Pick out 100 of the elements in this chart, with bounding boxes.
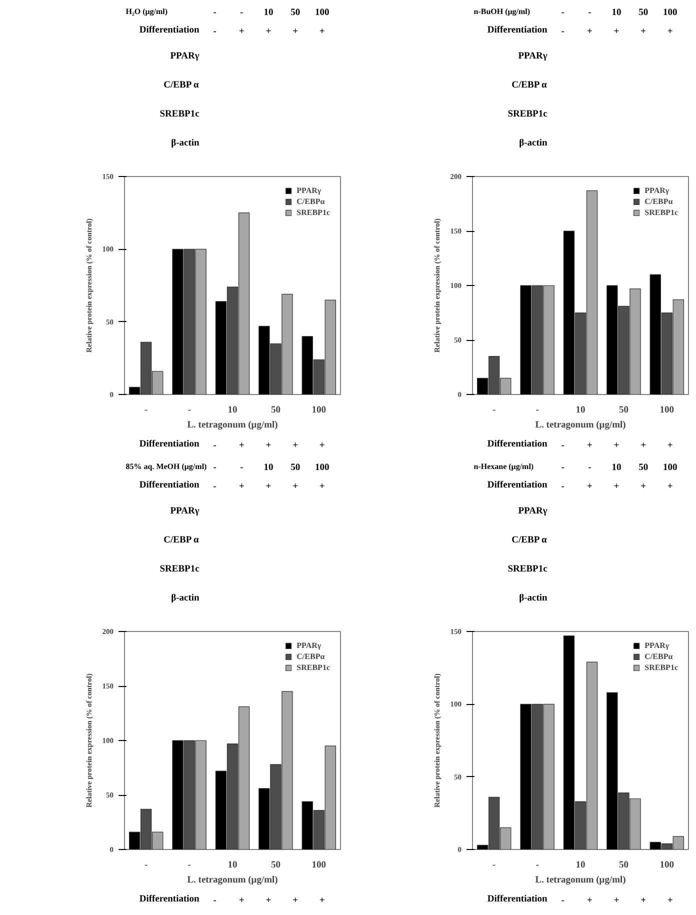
- chart-title: n-Hexane (μg/ml): [474, 462, 534, 471]
- category-label: 10: [264, 8, 274, 18]
- category-label: 100: [663, 463, 678, 473]
- text: +: [292, 482, 298, 492]
- text: PPARγ: [518, 506, 548, 516]
- text: +: [266, 27, 272, 37]
- x-tick-label: -: [144, 406, 148, 416]
- x-tick-label: 100: [312, 406, 326, 416]
- x-tick-label: 50: [618, 406, 629, 416]
- chart-title: 85% aq. MeOH (μg/ml): [126, 462, 208, 471]
- category-label: -: [213, 463, 216, 473]
- legend-label: SREBP1c: [296, 663, 330, 672]
- x-tick-label: -: [536, 406, 539, 416]
- x-axis-title: L. tetragonum (μg/ml): [535, 876, 626, 886]
- category-label: 10: [612, 463, 622, 473]
- category-label: -: [240, 8, 244, 18]
- text: +: [667, 896, 673, 906]
- text: +: [667, 441, 673, 451]
- text: +: [292, 441, 298, 451]
- x-tick-label: 50: [270, 406, 281, 416]
- text: -: [561, 482, 564, 492]
- text: +: [586, 27, 592, 37]
- x-tick-label: 100: [660, 406, 674, 416]
- text: PPARγ: [170, 52, 200, 62]
- category-label: -: [240, 463, 244, 473]
- text: -: [213, 441, 216, 451]
- category-label: -: [561, 463, 564, 473]
- text: +: [667, 482, 673, 492]
- x-tick-label: 10: [228, 406, 238, 416]
- text: -: [213, 27, 216, 37]
- x-axis-title: L. tetragonum (μg/ml): [535, 420, 626, 430]
- legend-label: C/EBPα: [296, 197, 325, 206]
- text: +: [614, 896, 620, 906]
- text: PPARγ: [170, 506, 200, 516]
- x-tick-label: -: [536, 860, 539, 870]
- text: +: [292, 896, 298, 906]
- text: -: [561, 27, 564, 37]
- x-axis-title: L. tetragonum (μg/ml): [187, 876, 278, 886]
- legend-label: PPARγ: [296, 641, 322, 650]
- text: +: [238, 441, 244, 451]
- text: C/EBP α: [164, 536, 200, 546]
- x-tick-label: -: [188, 860, 191, 870]
- text: Differentiation: [139, 440, 200, 450]
- text: C/EBP α: [512, 80, 548, 90]
- text: +: [266, 482, 272, 492]
- text: +: [266, 441, 272, 451]
- text: +: [614, 27, 620, 37]
- text: β-actin: [519, 594, 548, 604]
- x-tick-label: -: [188, 406, 191, 416]
- x-tick-label: 100: [312, 860, 326, 870]
- text: Differentiation: [487, 440, 548, 450]
- text: +: [640, 482, 646, 492]
- text: +: [319, 896, 325, 906]
- legend-label: SREBP1c: [296, 208, 330, 217]
- category-label: 10: [264, 463, 274, 473]
- text: +: [319, 441, 325, 451]
- text: SREBP1c: [160, 564, 200, 574]
- category-label: 50: [290, 8, 300, 18]
- legend-label: PPARγ: [644, 186, 670, 195]
- text: β-actin: [171, 138, 200, 148]
- category-label: 50: [638, 8, 648, 18]
- text: Differentiation: [487, 26, 548, 36]
- legend-label: SREBP1c: [644, 208, 678, 217]
- text: +: [667, 27, 673, 37]
- x-tick-label: 10: [228, 860, 238, 870]
- text: +: [319, 482, 325, 492]
- text: Differentiation: [139, 480, 200, 490]
- text: +: [586, 896, 592, 906]
- legend-label: C/EBPα: [644, 197, 673, 206]
- text: +: [238, 27, 244, 37]
- x-tick-label: 10: [576, 406, 586, 416]
- text: -: [213, 482, 216, 492]
- x-tick-label: -: [144, 860, 148, 870]
- text: SREBP1c: [160, 110, 200, 120]
- legend-label: PPARγ: [644, 641, 670, 650]
- text: +: [319, 27, 325, 37]
- category-label: 50: [638, 463, 648, 473]
- category-label: -: [213, 8, 216, 18]
- x-tick-label: 50: [618, 860, 629, 870]
- legend-label: C/EBPα: [644, 652, 673, 661]
- x-tick-label: -: [492, 406, 496, 416]
- text: +: [640, 896, 646, 906]
- text: C/EBP α: [164, 80, 200, 90]
- legend-label: PPARγ: [296, 186, 322, 195]
- text: β-actin: [171, 594, 200, 604]
- text: +: [614, 441, 620, 451]
- text: +: [614, 482, 620, 492]
- text: Differentiation: [487, 894, 548, 904]
- x-axis-title: L. tetragonum (μg/ml): [187, 420, 278, 430]
- text: +: [238, 482, 244, 492]
- text: +: [292, 27, 298, 37]
- text: -: [561, 441, 564, 451]
- legend-label: C/EBPα: [296, 652, 325, 661]
- chart-title: H₂O (μg/ml): [126, 7, 168, 16]
- category-label: -: [588, 8, 592, 18]
- text: +: [238, 896, 244, 906]
- category-label: 100: [315, 8, 330, 18]
- legend-label: SREBP1c: [644, 663, 678, 672]
- text: +: [640, 441, 646, 451]
- text: SREBP1c: [508, 564, 548, 574]
